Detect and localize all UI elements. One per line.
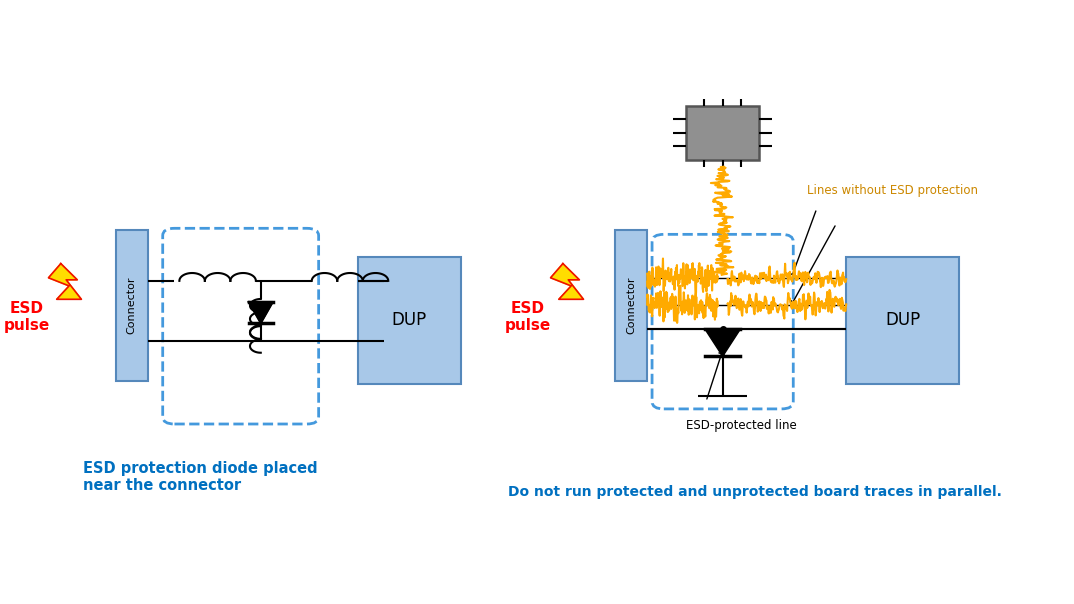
- Text: Connector: Connector: [127, 276, 136, 334]
- Polygon shape: [249, 302, 273, 323]
- FancyBboxPatch shape: [358, 257, 461, 384]
- Text: DUP: DUP: [885, 311, 920, 329]
- Text: ESD
pulse: ESD pulse: [505, 301, 551, 333]
- FancyBboxPatch shape: [686, 106, 759, 160]
- Text: ESD
pulse: ESD pulse: [3, 301, 49, 333]
- Polygon shape: [551, 263, 583, 300]
- FancyBboxPatch shape: [614, 230, 648, 381]
- FancyBboxPatch shape: [116, 230, 148, 381]
- FancyBboxPatch shape: [846, 257, 959, 384]
- Text: Do not run protected and unprotected board traces in parallel.: Do not run protected and unprotected boa…: [508, 485, 1002, 500]
- Text: DUP: DUP: [392, 311, 427, 329]
- Text: Lines without ESD protection: Lines without ESD protection: [807, 184, 978, 197]
- Text: ESD protection diode placed
near the connector: ESD protection diode placed near the con…: [84, 461, 318, 493]
- Text: ESD-protected line: ESD-protected line: [686, 419, 797, 432]
- Polygon shape: [48, 263, 82, 300]
- Text: Connector: Connector: [626, 276, 636, 334]
- Polygon shape: [705, 329, 740, 356]
